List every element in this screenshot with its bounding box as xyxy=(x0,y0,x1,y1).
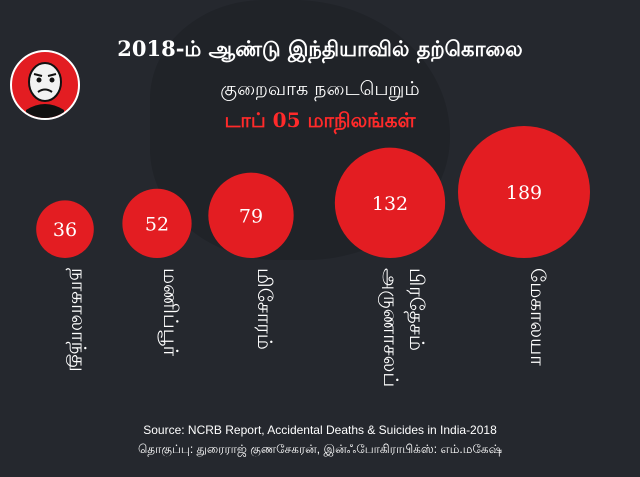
category-label: அருணாசலப் xyxy=(378,268,403,387)
bubble-4 xyxy=(334,147,446,258)
bubble-3 xyxy=(208,172,294,258)
category-label: பிரதேசம் xyxy=(404,268,429,351)
credits-note: தொகுப்பு: துரைராஜ் குணசேகரன், இன்ஃபோகிரா… xyxy=(137,442,503,456)
category-label: மிசோரம் xyxy=(253,268,277,350)
bubble-value-label: 52 xyxy=(145,213,169,235)
cartoon-mascot-logo xyxy=(10,50,80,120)
bubble-value-label: 189 xyxy=(506,182,542,204)
mascot-face-icon xyxy=(26,62,64,118)
bubble-5 xyxy=(458,126,590,258)
source-note: Source: NCRB Report, Accidental Deaths &… xyxy=(143,423,497,437)
category-label: மணிப்பூர் xyxy=(158,268,183,357)
chart-subtitle: குறைவாக நடைபெறும் xyxy=(220,78,420,100)
bubble-value-label: 79 xyxy=(239,205,263,227)
category-label: நாகாலாந்து xyxy=(66,268,91,372)
chart-title: 2018-ம் ஆண்டு இந்தியாவில் தற்கொலை xyxy=(117,36,523,61)
bubble-value-label: 132 xyxy=(372,193,408,215)
chart-subtitle-highlight: டாப் 05 மாநிலங்கள் xyxy=(224,108,416,132)
bubble-1 xyxy=(36,200,94,258)
bubble-value-label: 36 xyxy=(53,219,77,241)
category-label: மேகாலயா xyxy=(526,268,550,366)
bubble-2 xyxy=(122,188,192,258)
